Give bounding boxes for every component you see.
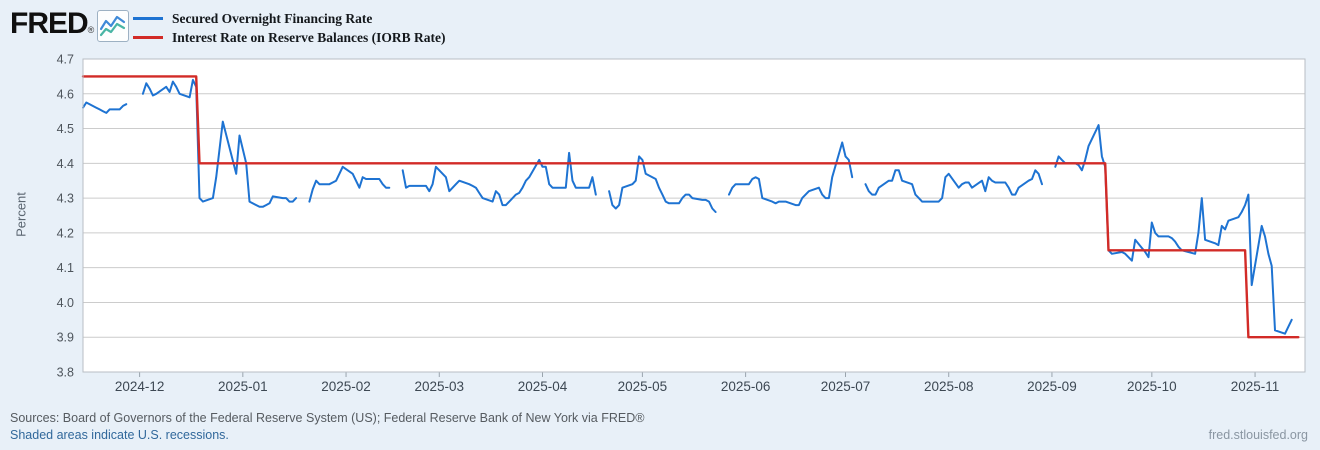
y-tick-label: 4.0 (57, 296, 74, 310)
x-tick-label: 2025-01 (218, 379, 268, 394)
x-tick-label: 2025-10 (1127, 379, 1177, 394)
sofr-line-swatch (133, 17, 163, 20)
x-tick-label: 2025-07 (821, 379, 871, 394)
x-tick-label: 2025-11 (1231, 379, 1280, 394)
x-tick-label: 2024-12 (115, 379, 165, 394)
y-tick-label: 4.2 (57, 226, 74, 240)
legend-item-iorb[interactable]: Interest Rate on Reserve Balances (IORB … (133, 28, 445, 47)
x-tick-label: 2025-08 (924, 379, 974, 394)
fred-logo-text: FRED (10, 7, 89, 40)
y-axis-title: Percent (13, 192, 29, 237)
series-line (864, 169, 1043, 203)
series-line (608, 155, 717, 213)
series-line (1054, 124, 1293, 335)
y-tick-label: 3.9 (57, 331, 74, 345)
y-tick-label: 4.3 (57, 192, 74, 206)
y-tick-label: 4.4 (57, 157, 74, 171)
series-line (308, 165, 391, 203)
x-tick-label: 2025-04 (518, 379, 568, 394)
x-axis: 2024-12 2025-01 2025-02 2025-03 2025-04 2025-… (115, 372, 1279, 394)
plot-border (82, 58, 1306, 373)
y-tick-label: 4.5 (57, 122, 74, 136)
series-line (141, 78, 298, 208)
x-tick-label: 2025-03 (415, 379, 465, 394)
series-line (401, 151, 597, 207)
series-line (81, 75, 1300, 339)
series-iorb (81, 75, 1300, 339)
series-line (728, 141, 854, 207)
fred-site-link[interactable]: fred.stlouisfed.org (1208, 428, 1308, 442)
y-tick-label: 4.6 (57, 87, 74, 101)
y-tick-label: 4.1 (57, 261, 74, 275)
recession-note-link[interactable]: Shaded areas indicate U.S. recessions. (10, 428, 229, 442)
y-axis: 3.8 3.9 4.0 4.1 4.2 4.3 4.4 4.5 4.6 4.7 (57, 53, 74, 380)
series-line (82, 101, 128, 114)
iorb-legend-label: Interest Rate on Reserve Balances (IORB … (172, 29, 446, 45)
x-tick-label: 2025-09 (1027, 379, 1077, 394)
plot-background (83, 59, 1305, 372)
legend-item-sofr[interactable]: Secured Overnight Financing Rate (133, 9, 445, 28)
x-tick-label: 2025-02 (321, 379, 371, 394)
registered-mark: ® (87, 25, 95, 35)
y-tick-label: 4.7 (57, 53, 74, 67)
sofr-legend-label: Secured Overnight Financing Rate (172, 10, 373, 26)
x-tick-label: 2025-05 (618, 379, 668, 394)
line-chart-icon (97, 10, 129, 42)
fred-logo[interactable]: FRED® (10, 7, 95, 46)
series-sofr (82, 78, 1293, 335)
iorb-line-swatch (133, 36, 163, 39)
legend: Secured Overnight Financing Rate Interes… (133, 9, 445, 47)
x-tick-label: 2025-06 (721, 379, 771, 394)
y-tick-label: 3.8 (57, 366, 74, 380)
sources-text: Sources: Board of Governors of the Feder… (10, 411, 645, 425)
